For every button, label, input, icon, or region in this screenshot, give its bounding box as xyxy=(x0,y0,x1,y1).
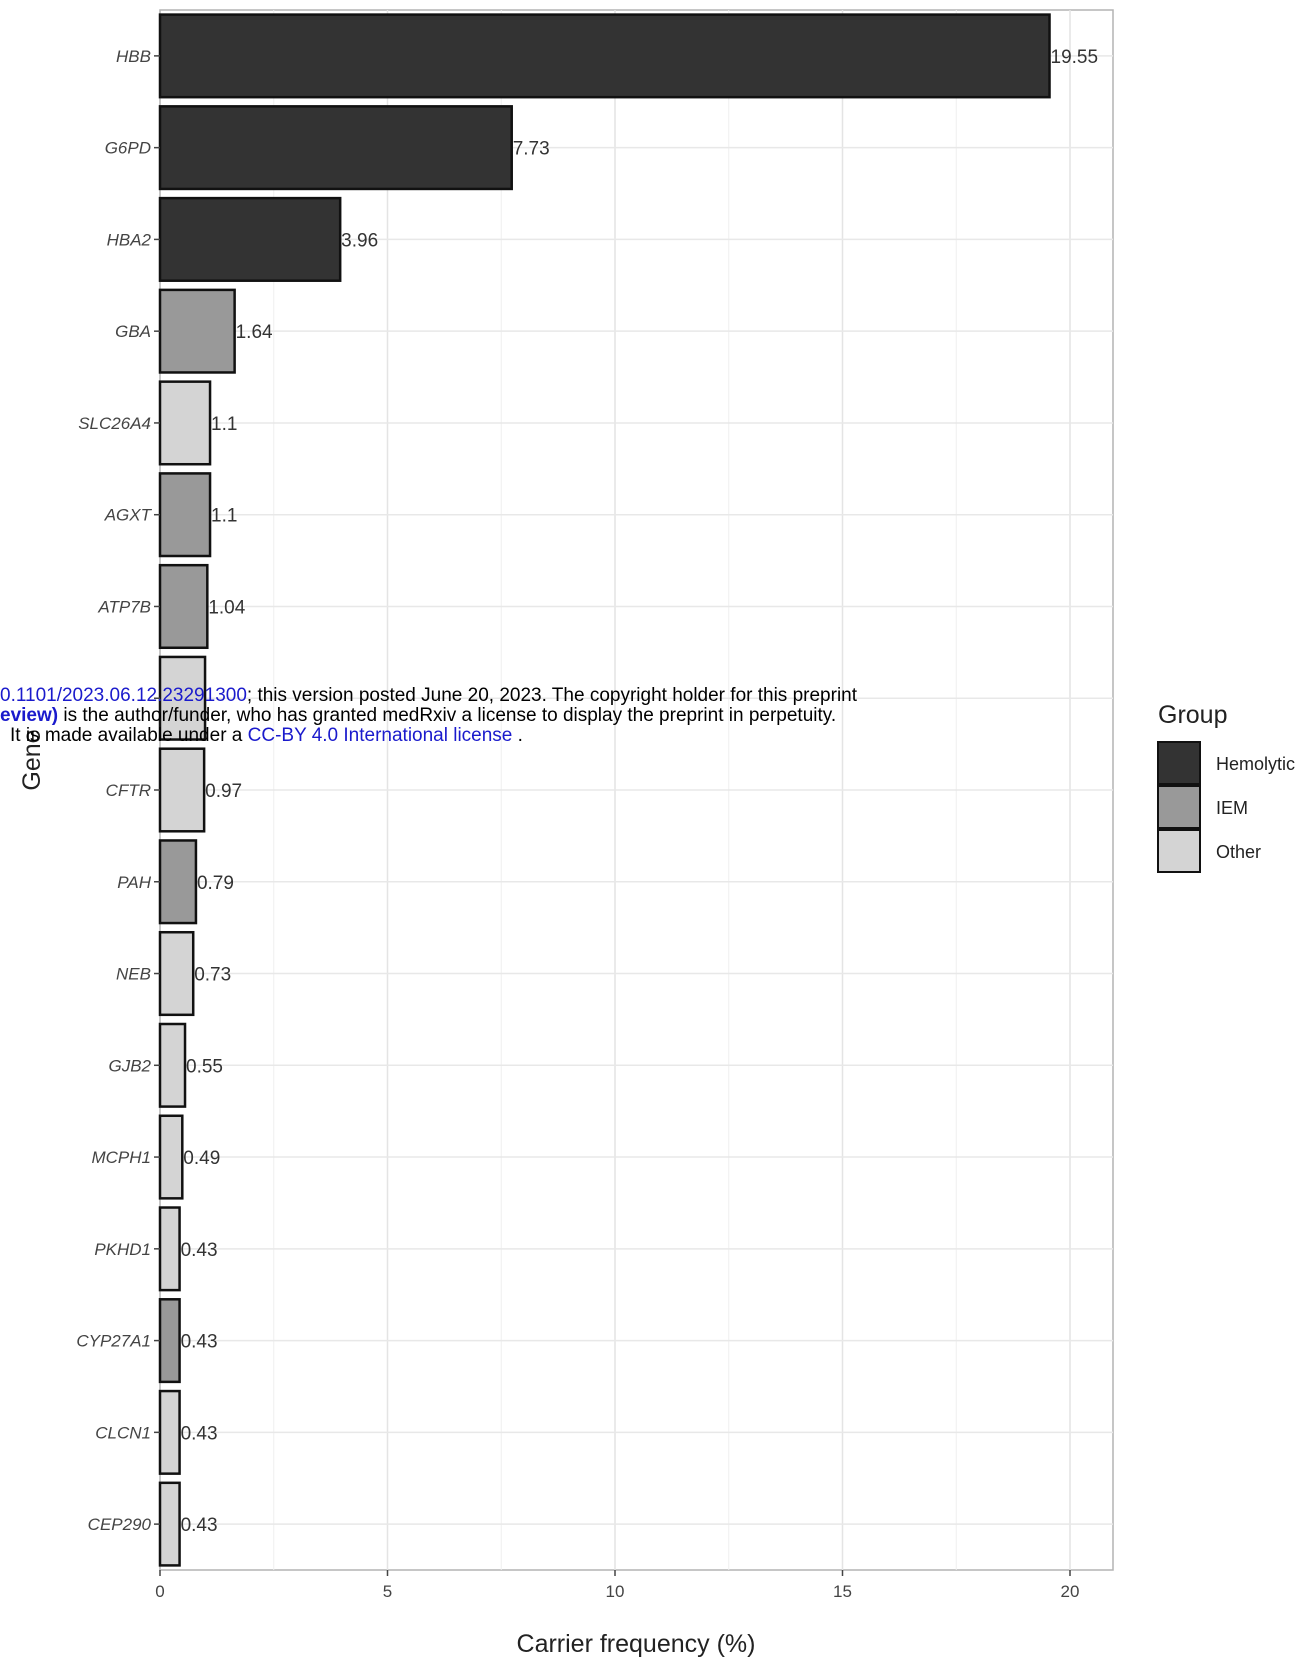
value-label: 19.55 xyxy=(1051,47,1099,68)
value-label: 0.43 xyxy=(181,1240,218,1261)
bar-slc26a4 xyxy=(158,380,212,466)
bar-hbb xyxy=(158,13,1051,99)
x-axis-ticks: 0 5 10 15 20 xyxy=(155,1570,1079,1601)
bar-clcn1 xyxy=(158,1389,181,1475)
bar-hba2 xyxy=(158,196,342,282)
gene-label: MCPH1 xyxy=(91,1148,151,1167)
value-label: 0.79 xyxy=(197,873,234,894)
value-label: 3.96 xyxy=(341,230,378,251)
gene-labels: HBB G6PD HBA2 GBA SLC26A4 AGXT ATP7B CFTR PAH NEB… xyxy=(76,47,160,1534)
legend-label: Other xyxy=(1216,842,1261,862)
x-tick-label: 20 xyxy=(1061,1582,1080,1601)
gene-label: NEB xyxy=(116,965,151,984)
gene-label: CEP290 xyxy=(88,1515,152,1534)
bar-cyp27a1 xyxy=(158,1298,181,1384)
value-label: 1.04 xyxy=(208,597,245,618)
value-label: 0.49 xyxy=(183,1148,220,1169)
gene-label: CLCN1 xyxy=(95,1423,151,1442)
legend-title: Group xyxy=(1158,701,1227,729)
bar-mcph1 xyxy=(158,1114,184,1200)
x-axis-title: Carrier frequency (%) xyxy=(517,1630,756,1658)
gene-label: CYP27A1 xyxy=(76,1332,151,1351)
value-label: 0.43 xyxy=(181,1423,218,1444)
gene-label: AGXT xyxy=(104,506,153,525)
bar-cep290 xyxy=(158,1481,181,1567)
value-label: 0.43 xyxy=(181,1332,218,1353)
gene-label: HBA2 xyxy=(107,230,152,249)
legend-swatch-iem xyxy=(1157,785,1201,829)
bar-neb xyxy=(158,930,195,1017)
bar-g6pd xyxy=(158,105,513,191)
gene-label: CFTR xyxy=(106,781,151,800)
x-tick-label: 15 xyxy=(833,1582,852,1601)
legend-swatch-other xyxy=(1157,829,1201,873)
value-label: 0.55 xyxy=(186,1056,223,1077)
bar-agxt xyxy=(158,472,212,558)
value-labels: 19.55 7.73 3.96 1.64 1.1 1.1 1.04 0.97 0.79 0.73 0… xyxy=(181,47,1099,1536)
y-axis-title: Gene xyxy=(18,729,46,790)
gene-label: SLC26A4 xyxy=(78,414,151,433)
x-tick-label: 10 xyxy=(606,1582,625,1601)
bar-pkhd1 xyxy=(158,1206,181,1292)
legend-label: Hemolytic xyxy=(1216,754,1295,774)
bar-atp7b xyxy=(158,563,209,650)
gene-label: PKHD1 xyxy=(94,1240,151,1259)
bar-unlabeled xyxy=(158,655,207,741)
bar-gba xyxy=(158,288,236,374)
value-label: 1.64 xyxy=(236,322,273,343)
gene-label: ATP7B xyxy=(97,597,151,616)
bar-gjb2 xyxy=(158,1022,187,1108)
legend-label: IEM xyxy=(1216,798,1248,818)
value-label: 0.43 xyxy=(181,1515,218,1536)
value-label: 0.97 xyxy=(205,781,242,802)
value-label: 1.1 xyxy=(211,414,237,435)
gene-label: HBB xyxy=(116,47,151,66)
bar-pah xyxy=(158,839,198,925)
legend-swatch-hemolytic xyxy=(1157,741,1201,785)
legend: Group Hemolytic IEM Other xyxy=(1157,701,1295,873)
gene-label: GBA xyxy=(115,322,151,341)
gene-label: GJB2 xyxy=(108,1056,151,1075)
gene-label: G6PD xyxy=(105,139,151,158)
value-label: 7.73 xyxy=(513,139,550,160)
bars xyxy=(158,13,1051,1567)
x-tick-label: 0 xyxy=(155,1582,164,1601)
value-label: 1.1 xyxy=(211,506,237,527)
x-tick-label: 5 xyxy=(383,1582,392,1601)
gene-label: PAH xyxy=(117,873,151,892)
value-label: 0.73 xyxy=(194,965,231,986)
bar-cftr xyxy=(158,747,206,833)
